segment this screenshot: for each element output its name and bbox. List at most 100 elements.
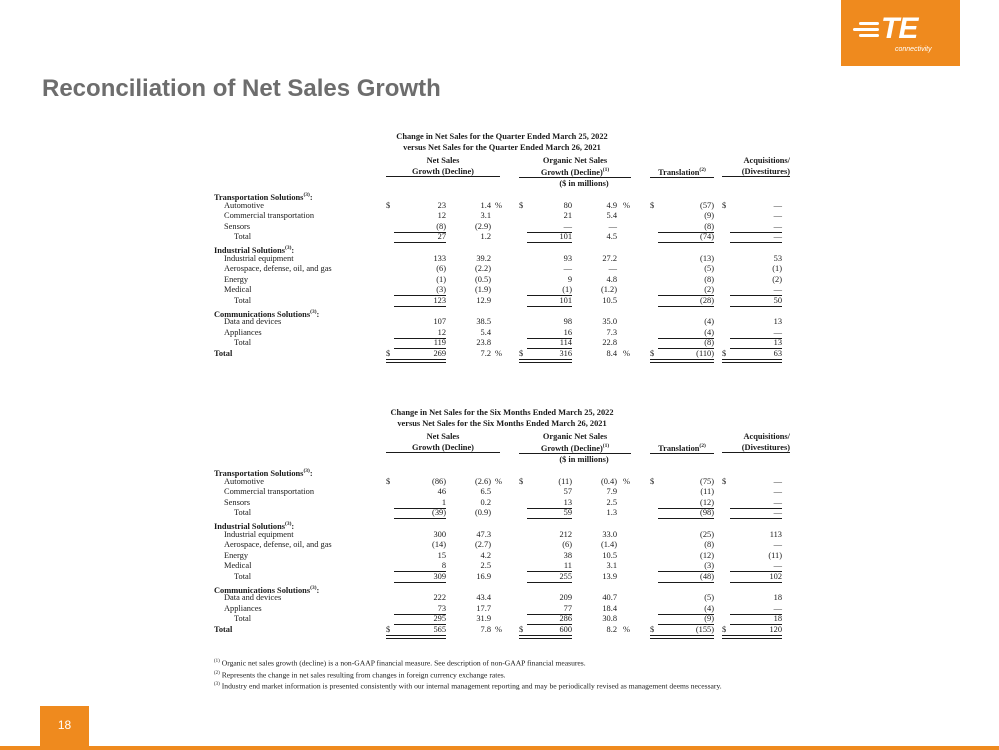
cell-value: 93 [563,253,572,263]
row-label: Total [234,508,251,519]
row-label-sup: (3) [284,244,292,251]
underline [527,231,572,233]
cell-value: 27.2 [602,253,617,263]
col-acq-label-2: (Divestitures) [722,167,790,177]
cell-value: (14) [432,540,446,550]
cell-value: (11) [768,550,782,560]
cell-value: (2.7) [474,540,491,550]
table-row: Appliances 73 17.7 77 18.4 (4) — [214,604,790,615]
cell-value: 2.5 [606,497,617,507]
units-label: ($ in millions) [559,179,609,188]
table-row: Total 123 12.9 101 10.5 (28) 50 [214,296,790,307]
underline [394,571,446,573]
table-row: Energy (1) (0.5) 9 4.8 (8) (2) [214,275,790,286]
footnote: (1) Organic net sales growth (decline) i… [214,657,774,669]
row-label-sup: (3) [303,192,310,198]
row-label-text: Total [234,571,252,581]
cell-value: 16.9 [476,571,491,581]
underline [658,231,714,233]
table-heading-2: versus Net Sales for the Quarter Ended M… [403,143,601,152]
cell-value: 1.3 [606,508,617,518]
page-number: 18 [57,718,72,732]
six-months-table: Change in Net Sales for the Six Months E… [214,404,790,639]
footnote-text: Represents the change in net sales resul… [219,670,506,680]
underline [658,348,714,350]
table-row: Commercial transportation 46 6.5 57 7.9 (11) — [214,487,790,498]
cell-value: 77 [563,603,572,613]
cell-value: 7.8 [480,624,491,634]
cell-value: 133 [433,253,446,263]
cell-value: 13 [773,338,782,348]
double-underline [722,358,782,363]
cell-value: 22.8 [602,338,617,348]
cell-value: (2.9) [474,221,491,231]
cell-value: 40.7 [602,593,617,603]
underline [730,305,782,307]
col-translation-sup: (2) [699,167,706,173]
underline [658,518,714,520]
logo-sub: connectivity [895,46,932,53]
cell-value: 4.9 [606,200,617,210]
double-underline [519,358,572,363]
cell-value: 600 [559,624,572,634]
col-organic-label-1: Organic Net Sales [542,156,608,165]
footnote-sup: (1) [214,659,220,664]
table-row: Industrial equipment 133 39.2 93 27.2 (13) 53 [214,254,790,265]
row-label-suffix: : [291,521,295,531]
cell-value: (2.2) [474,264,491,274]
cell-value: 18 [773,614,782,624]
underline [658,507,714,509]
cell-value: — [773,561,782,571]
row-label-suffix: : [316,585,320,595]
cell-value: (2.6) [474,476,491,486]
table-row: Transportation Solutions(3): [214,466,790,478]
footnote-text: Organic net sales growth (decline) is a … [219,658,586,668]
cell-value: (0.4) [600,476,617,486]
row-label: Commercial transportation [224,487,314,498]
row-label-text: Medical [224,285,252,295]
currency-symbol: $ [519,624,524,634]
row-label-suffix: : [309,192,313,202]
underline [658,242,714,244]
table-row: Communications Solutions(3): [214,583,790,595]
underline [730,518,782,520]
cell-value: — [773,285,782,295]
cell-value: 21 [563,211,572,221]
cell-value: — [773,497,782,507]
row-label: Medical [224,561,251,572]
row-label-suffix: : [316,309,320,319]
cell-value: — [773,221,782,231]
table-row: Aerospace, defense, oil, and gas (6) (2.2)… [214,264,790,275]
table-row: Communications Solutions(3): [214,307,790,319]
row-label-text: Automotive [224,476,265,486]
table-row: Total 309 16.9 255 13.9 (48) 102 [214,572,790,583]
cell-value: 47.3 [476,529,491,539]
col-net-sales-label-1: Net Sales [426,432,460,441]
cell-value: (3) [436,285,446,295]
cell-value: (57) [700,200,714,210]
col-translation-text: Translation [658,443,700,453]
cell-value: (1) [772,264,782,274]
cell-value: (12) [700,550,714,560]
cell-value: 0.2 [480,497,491,507]
cell-value: (8) [704,221,714,231]
underline [527,507,572,509]
row-label: Aerospace, defense, oil, and gas [224,264,332,275]
cell-value: (8) [704,274,714,284]
row-label-text: Data and devices [224,593,282,603]
underline [527,624,572,626]
col-net-sales-label-2: Growth (Decline) [386,167,500,177]
page-title: Reconciliation of Net Sales Growth [42,75,441,102]
percent-symbol: % [495,200,502,210]
cell-value: 2.5 [480,561,491,571]
col-acq-label-2: (Divestitures) [722,443,790,453]
cell-value: 12 [437,211,446,221]
footnote-sup: (3) [214,682,220,688]
row-label-suffix: : [309,468,313,478]
underline [730,581,782,583]
row-label-sup: (3) [303,468,310,474]
cell-value: 43.4 [476,593,491,603]
cell-value: 23 [437,200,446,210]
col-organic-label-1: Organic Net Sales [542,432,608,441]
underline [527,581,572,583]
